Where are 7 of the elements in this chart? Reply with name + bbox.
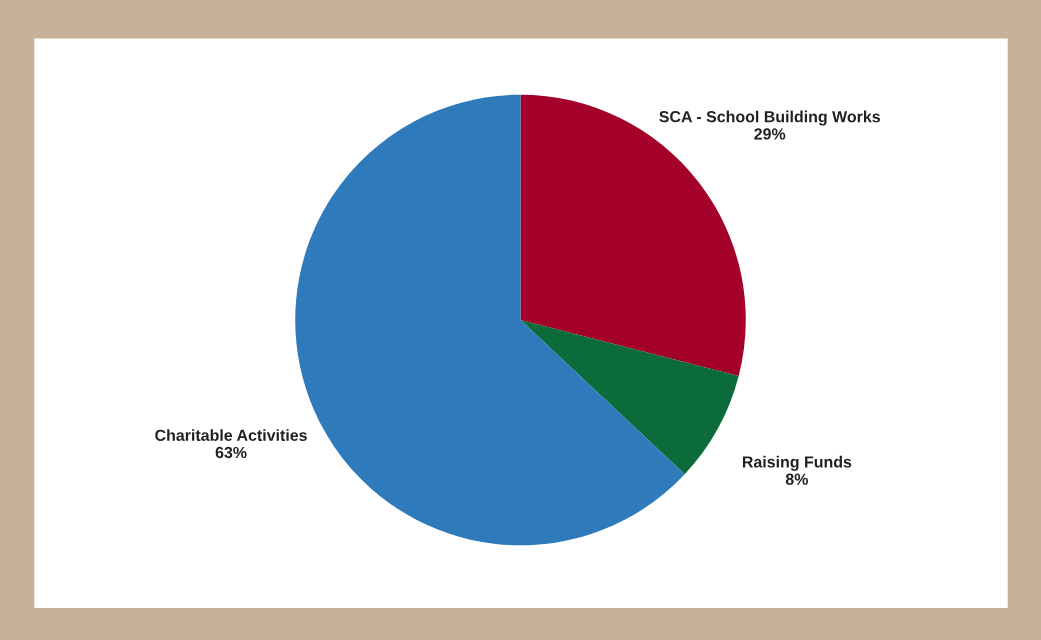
slice-label: SCA - School Building Works — [659, 110, 880, 126]
pie-slice — [520, 320, 739, 475]
data-label: 63% — [215, 446, 247, 459]
data-label: 8% — [785, 473, 808, 485]
data-label: 29% — [754, 128, 786, 140]
slice-label: Charitable Activities — [155, 429, 307, 441]
slice-label: Raising Funds — [742, 455, 852, 471]
